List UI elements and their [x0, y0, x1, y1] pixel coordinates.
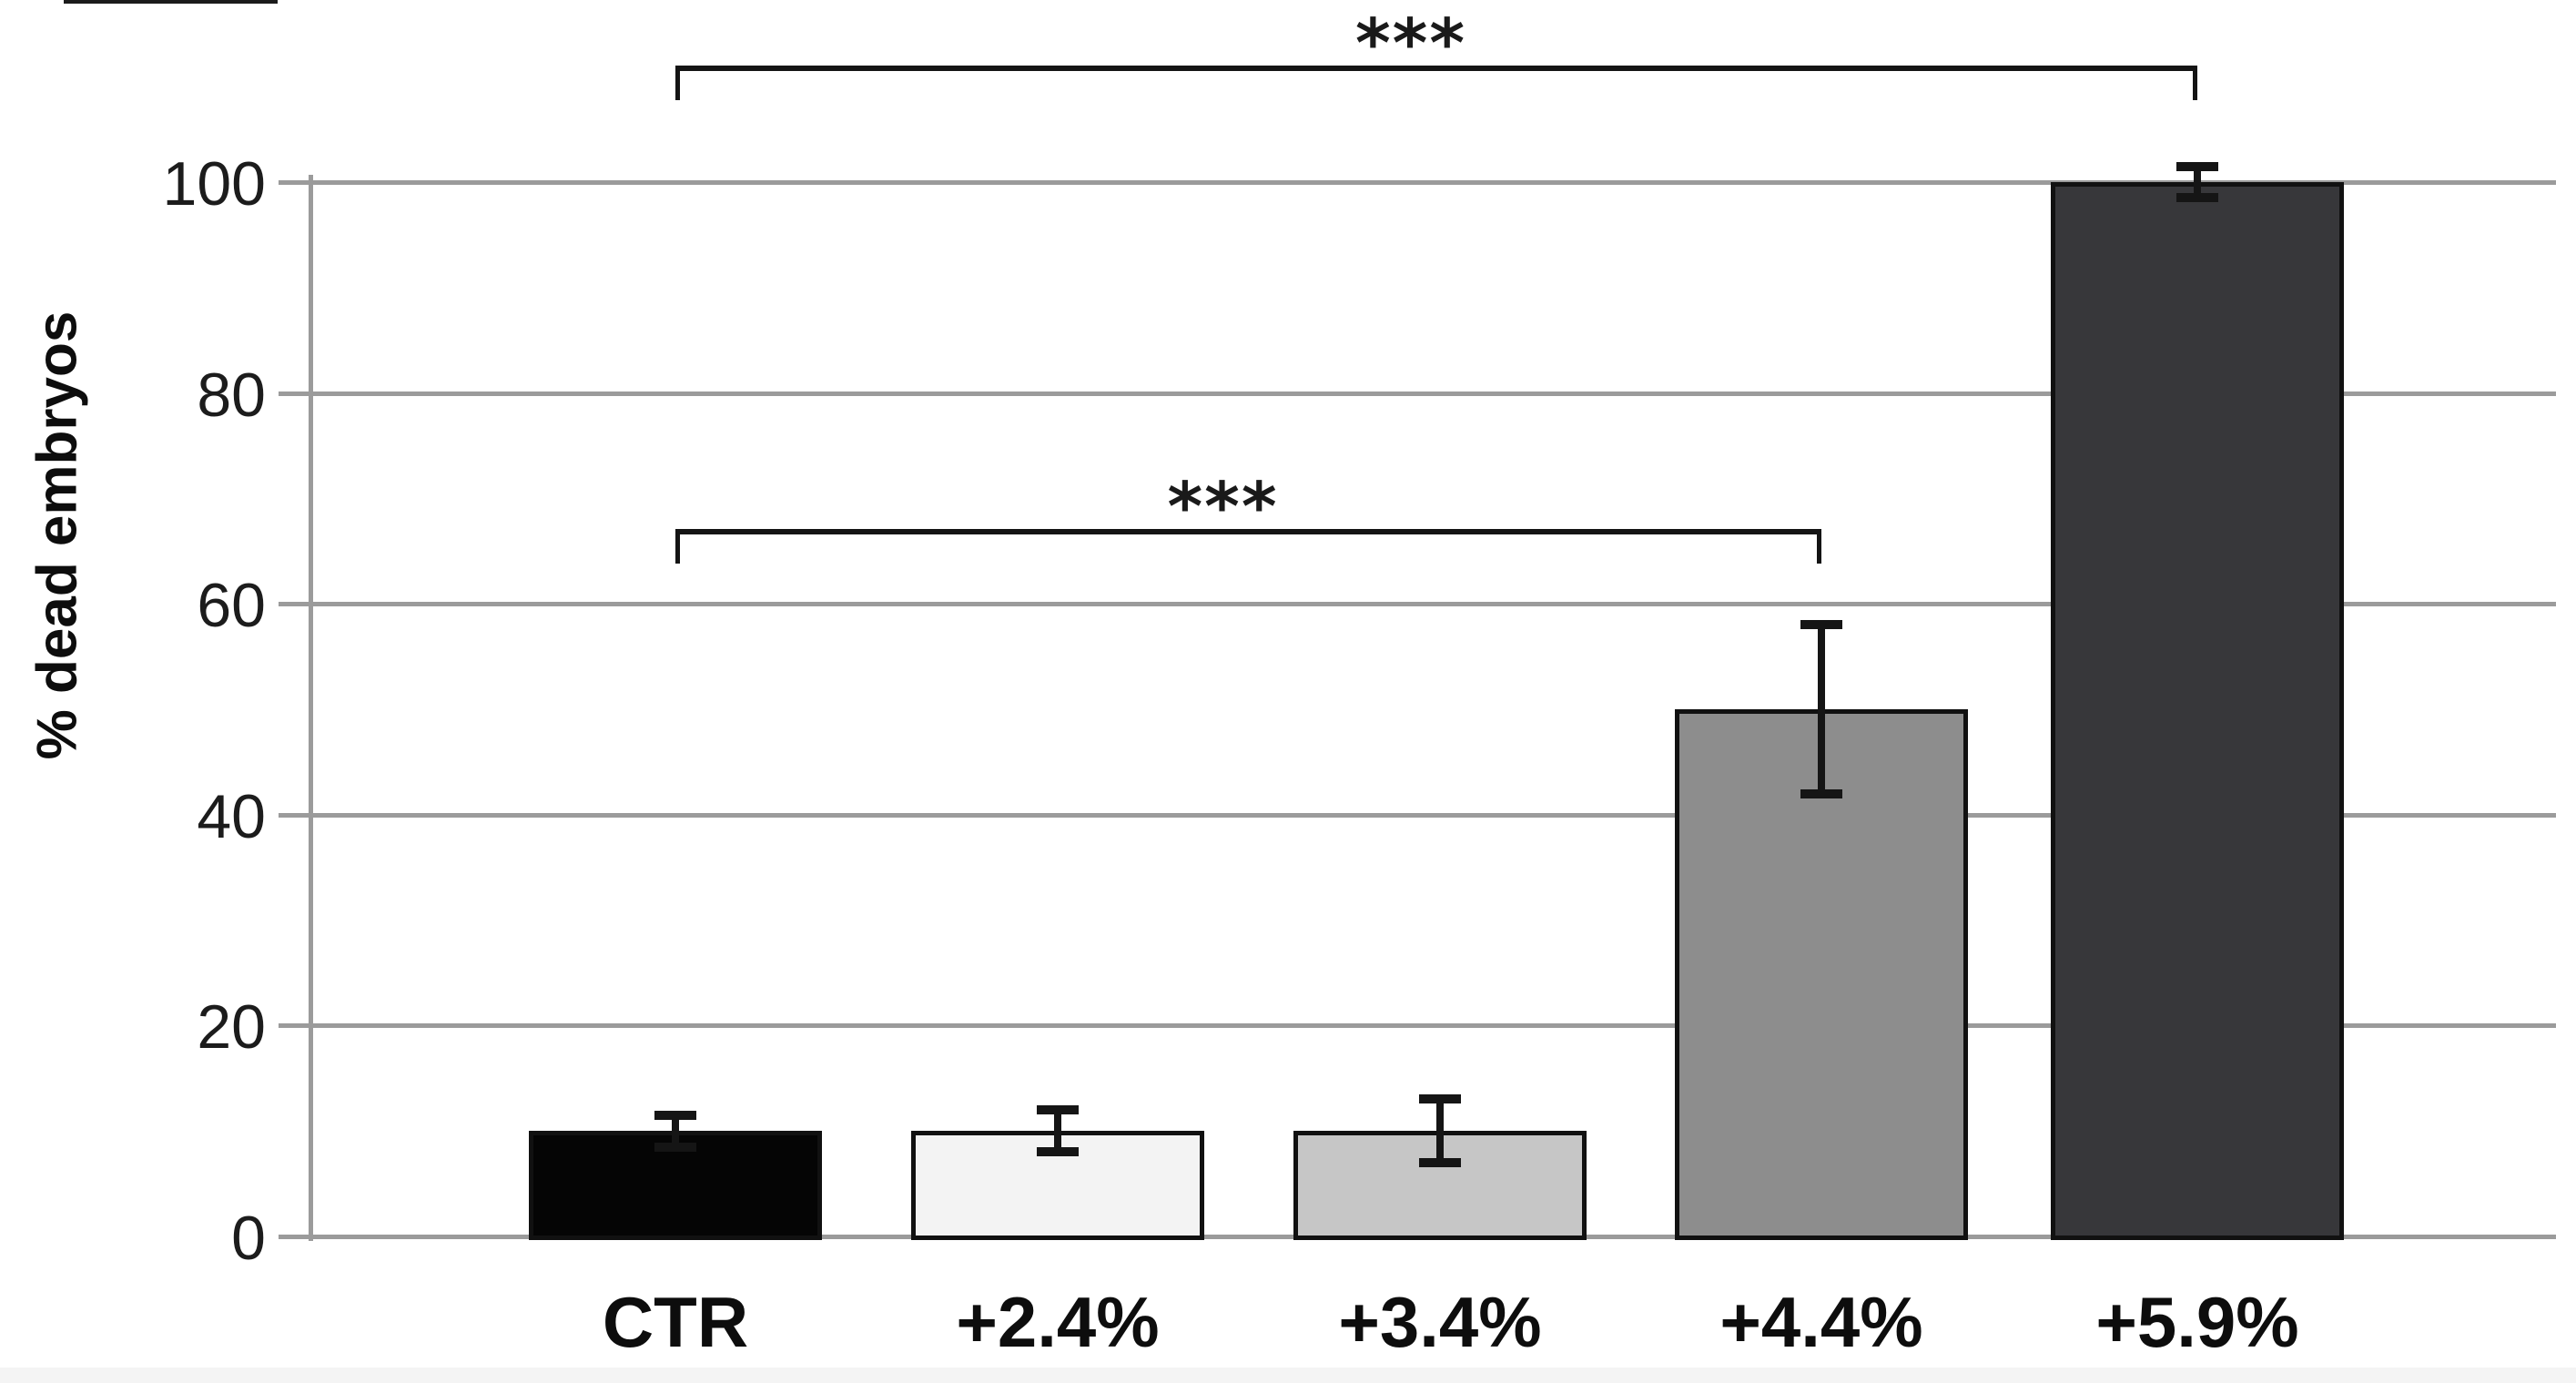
error-bar-bottom-cap — [1037, 1147, 1079, 1157]
x-tick-label: +3.4% — [1338, 1282, 1542, 1362]
error-bar — [2194, 166, 2201, 198]
y-tick-label: 20 — [197, 992, 266, 1063]
y-axis-tick — [279, 812, 317, 818]
error-bar-top-cap — [1800, 620, 1842, 630]
gridline — [310, 812, 2556, 818]
y-axis-tick — [279, 180, 317, 185]
significance-bracket — [675, 66, 2197, 100]
scan-artifact-band — [0, 1368, 2576, 1383]
error-bar-top-cap — [1419, 1094, 1461, 1104]
y-axis-tick — [279, 1235, 317, 1239]
y-axis-tick — [279, 1023, 317, 1029]
y-axis-line — [309, 175, 313, 1241]
gridline — [310, 391, 2556, 396]
y-tick-label: 100 — [162, 149, 266, 219]
x-tick-label: CTR — [602, 1282, 749, 1362]
error-bar-top-cap — [1037, 1105, 1079, 1115]
y-tick-label: 60 — [197, 571, 266, 641]
x-tick-label: +4.4% — [1719, 1282, 1923, 1362]
error-bar — [1818, 625, 1825, 794]
x-tick-label: +5.9% — [2095, 1282, 2299, 1362]
error-bar-bottom-cap — [1800, 788, 1842, 798]
significance-bracket — [675, 529, 1821, 564]
error-bar — [1436, 1099, 1444, 1163]
x-tick-label: +2.4% — [956, 1282, 1160, 1362]
error-bar-bottom-cap — [2176, 193, 2218, 203]
y-axis-tick — [279, 602, 317, 607]
gridline — [310, 602, 2556, 607]
scan-artifact-line — [64, 0, 278, 4]
bar-5.9 — [2051, 182, 2344, 1240]
y-tick-label: 0 — [231, 1204, 266, 1273]
error-bar-top-cap — [2176, 161, 2218, 171]
error-bar-top-cap — [654, 1110, 696, 1120]
gridline — [310, 1023, 2556, 1029]
bar-2.4 — [911, 1131, 1204, 1240]
error-bar — [672, 1114, 679, 1147]
y-tick-label: 80 — [197, 360, 266, 430]
error-bar-bottom-cap — [654, 1142, 696, 1152]
y-tick-label: 40 — [197, 781, 266, 851]
gridline — [310, 180, 2556, 185]
error-bar — [1054, 1110, 1061, 1153]
y-axis-tick — [279, 391, 317, 396]
significance-stars: *** — [1167, 468, 1279, 546]
significance-stars: *** — [1354, 5, 1467, 83]
error-bar-bottom-cap — [1419, 1157, 1461, 1167]
